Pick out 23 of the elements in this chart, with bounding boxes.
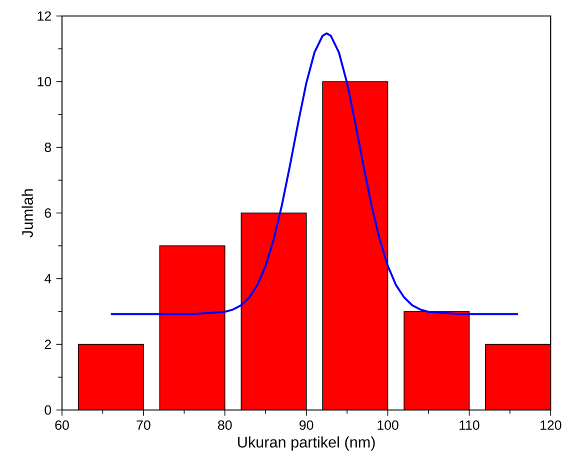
x-tick-label: 120 bbox=[540, 420, 562, 430]
x-tick-label: 90 bbox=[300, 420, 314, 430]
y-axis-title: Jumlah bbox=[22, 189, 33, 238]
x-tick-label: 100 bbox=[378, 420, 398, 430]
x-tick-label: 60 bbox=[55, 420, 69, 430]
y-tick-label: 8 bbox=[44, 142, 52, 152]
y-tick-label: 2 bbox=[44, 340, 51, 349]
bar bbox=[78, 344, 144, 410]
bar bbox=[322, 82, 388, 410]
y-tick-label: 6 bbox=[44, 208, 52, 218]
y-tick-label: 10 bbox=[38, 76, 52, 86]
x-tick-label: 70 bbox=[136, 420, 150, 430]
bar bbox=[485, 344, 551, 410]
bar bbox=[404, 312, 470, 410]
x-tick-label: 80 bbox=[218, 420, 232, 430]
bar bbox=[160, 246, 225, 410]
y-tick-label: 0 bbox=[44, 405, 52, 415]
x-axis-title: Ukuran partikel (nm) bbox=[238, 436, 375, 451]
bar bbox=[241, 213, 306, 410]
x-tick-label: 110 bbox=[460, 420, 480, 430]
line-series bbox=[110, 32, 520, 316]
y-tick-label: 12 bbox=[38, 11, 51, 21]
y-tick-label: 4 bbox=[44, 274, 52, 284]
